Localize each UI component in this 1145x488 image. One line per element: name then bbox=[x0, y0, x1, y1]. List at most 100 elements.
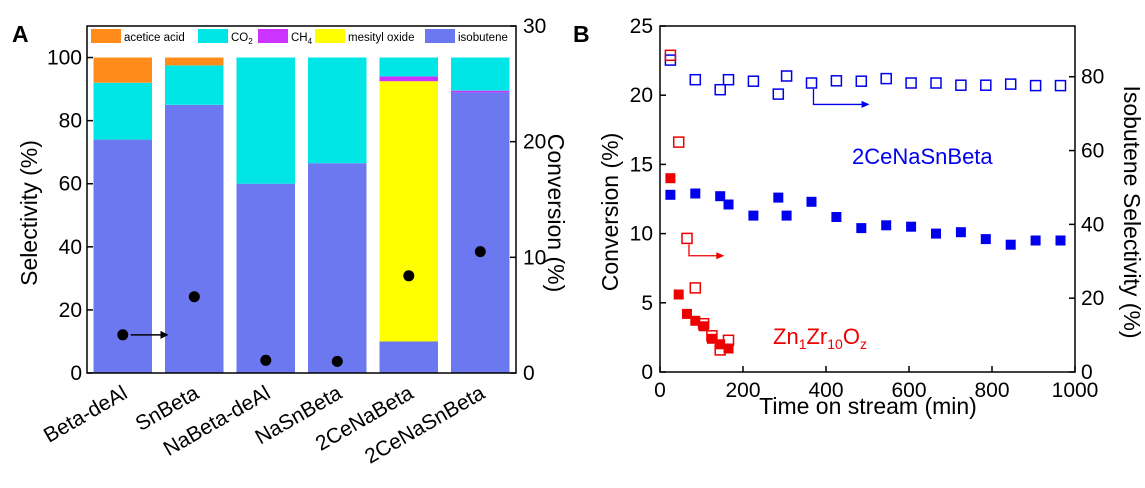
a-axes: 0 20 40 60 80 100 0 10 20 30 bbox=[47, 15, 546, 385]
a-y2-tick-label: 0 bbox=[523, 362, 535, 385]
series-label-2cenasnbeta: 2CeNaSnBeta bbox=[852, 144, 993, 169]
zn-main: Zn bbox=[773, 324, 799, 349]
conversion-point-zn1zr10oz bbox=[723, 343, 734, 354]
selectivity-point-zn1zr10oz bbox=[714, 344, 726, 356]
conversion-point bbox=[474, 246, 486, 258]
legend-label-ch4-sub: 4 bbox=[308, 37, 313, 46]
selectivity-point-2cenasnbeta bbox=[980, 79, 992, 91]
conversion-point bbox=[188, 291, 200, 303]
a-y2-tick-label: 30 bbox=[523, 15, 546, 38]
legend-label-mesityl-oxide: mesityl oxide bbox=[348, 32, 414, 44]
conversion-point bbox=[331, 355, 343, 367]
a-y-axis-label: Selectivity (%) bbox=[16, 140, 42, 286]
conversion-point-2cenasnbeta bbox=[906, 221, 917, 232]
blue-axis-arrow-head bbox=[861, 100, 870, 108]
conversion-point-2cenasnbeta bbox=[773, 192, 784, 203]
selectivity-point-2cenasnbeta bbox=[780, 70, 793, 82]
selectivity-point-2cenasnbeta bbox=[714, 83, 726, 96]
b-y2-tick-label: 60 bbox=[1081, 140, 1104, 163]
conversion-point-zn1zr10oz bbox=[665, 173, 676, 184]
conversion-point bbox=[117, 329, 129, 341]
legend-swatch-acetic-acid bbox=[91, 29, 121, 43]
selectivity-point-zn1zr10oz bbox=[672, 136, 685, 148]
bar-segment-isobutene bbox=[236, 183, 295, 373]
b-x-tick-label: 600 bbox=[891, 379, 926, 402]
b-y-tick-label: 0 bbox=[641, 361, 653, 384]
b-x-tick-label: 200 bbox=[725, 379, 760, 402]
legend-swatch-ch4 bbox=[258, 29, 288, 43]
legend-swatch-isobutene bbox=[425, 29, 455, 43]
conversion-point-2cenasnbeta bbox=[980, 234, 991, 245]
b-y-tick-label: 20 bbox=[630, 84, 653, 107]
panel-b-label: B bbox=[573, 21, 590, 47]
bar-segment-isobutene bbox=[451, 92, 510, 373]
b-plot-frame bbox=[659, 25, 1076, 373]
selectivity-point-2cenasnbeta bbox=[772, 88, 785, 100]
panel-a-chart: A Beta-deAl SnBetaNaBeta-deAlNaSnBeta2CeN… bbox=[12, 15, 569, 468]
conversion-point-zn1zr10oz bbox=[698, 321, 709, 332]
b-y2-tick-label: 40 bbox=[1081, 213, 1104, 236]
a-y-tick-label: 20 bbox=[59, 299, 82, 322]
panel-a-label: A bbox=[12, 21, 29, 47]
conversion-point-zn1zr10oz bbox=[706, 333, 717, 344]
b-x-tick-label: 0 bbox=[654, 379, 666, 402]
conversion-point-2cenasnbeta bbox=[1005, 239, 1016, 250]
selectivity-point-2cenasnbeta bbox=[722, 73, 735, 86]
a-bars-group: Beta-deAl SnBetaNaBeta-deAlNaSnBeta2CeNaB… bbox=[40, 57, 510, 468]
b-marks bbox=[664, 49, 1067, 356]
zn-end: O bbox=[843, 324, 860, 349]
legend-swatch-co2 bbox=[198, 29, 228, 43]
b-y-tick-label: 15 bbox=[630, 153, 653, 176]
a-y-tick-label: 80 bbox=[59, 110, 82, 133]
b-y-tick-label: 10 bbox=[630, 223, 653, 246]
category-label: Beta-deAl bbox=[40, 381, 131, 447]
b-y2-tick-label: 0 bbox=[1081, 361, 1093, 384]
selectivity-point-2cenasnbeta bbox=[855, 75, 868, 87]
selectivity-point-zn1zr10oz bbox=[722, 334, 735, 347]
selectivity-point-2cenasnbeta bbox=[905, 77, 917, 89]
bar-segment-co2 bbox=[308, 57, 367, 164]
selectivity-point-zn1zr10oz bbox=[706, 330, 718, 342]
conversion-point-2cenasnbeta bbox=[665, 189, 676, 200]
conversion-point-2cenasnbeta bbox=[723, 199, 734, 210]
conversion-point-zn1zr10oz bbox=[690, 315, 701, 326]
conversion-point bbox=[403, 270, 415, 282]
series-label-zn1zr10oz: Zn1Zr10Oz bbox=[773, 324, 867, 352]
conversion-point-2cenasnbeta bbox=[1030, 235, 1041, 246]
selectivity-point-2cenasnbeta bbox=[830, 75, 843, 87]
conversion-point bbox=[260, 354, 272, 366]
a-y-tick-label: 0 bbox=[70, 362, 82, 385]
bar-segment-mesityl-oxide bbox=[379, 81, 438, 342]
conversion-arrow-head bbox=[160, 330, 169, 339]
conversion-point-2cenasnbeta bbox=[856, 223, 867, 234]
bar-segment-acetice-acid bbox=[165, 57, 224, 66]
bar-segment-co2 bbox=[236, 57, 295, 184]
selectivity-point-zn1zr10oz bbox=[681, 232, 693, 245]
selectivity-point-2cenasnbeta bbox=[930, 77, 942, 89]
legend-label-isobutene: isobutene bbox=[458, 32, 508, 44]
conversion-point-2cenasnbeta bbox=[931, 228, 941, 239]
a-y2-tick-label: 10 bbox=[523, 246, 546, 269]
legend-label-co2-main: CO bbox=[231, 32, 248, 44]
legend-swatch-mesityl-oxide bbox=[315, 29, 345, 43]
a-y2-axis-label: Conversion (%) bbox=[543, 134, 569, 293]
b-x-tick-label: 800 bbox=[974, 379, 1009, 402]
selectivity-point-2cenasnbeta bbox=[1029, 79, 1042, 92]
b-x-axis-label: Time on stream (min) bbox=[759, 393, 977, 419]
selectivity-point-2cenasnbeta bbox=[1054, 79, 1067, 92]
conversion-point-2cenasnbeta bbox=[1055, 235, 1066, 246]
bar-segment-isobutene bbox=[308, 163, 367, 373]
blue-axis-arrow-line bbox=[812, 89, 863, 106]
a-y-tick-label: 100 bbox=[47, 47, 82, 70]
conversion-point-2cenasnbeta bbox=[806, 196, 817, 207]
conversion-point-zn1zr10oz bbox=[673, 289, 684, 300]
b-x-tick-label: 1000 bbox=[1052, 379, 1099, 402]
a-y-tick-label: 60 bbox=[59, 173, 82, 196]
conversion-point-2cenasnbeta bbox=[781, 210, 792, 221]
b-y-axis-label: Conversion (%) bbox=[597, 133, 623, 292]
legend-label-acetic-acid: acetice acid bbox=[124, 32, 185, 44]
legend-label-ch4-main: CH bbox=[291, 32, 308, 44]
